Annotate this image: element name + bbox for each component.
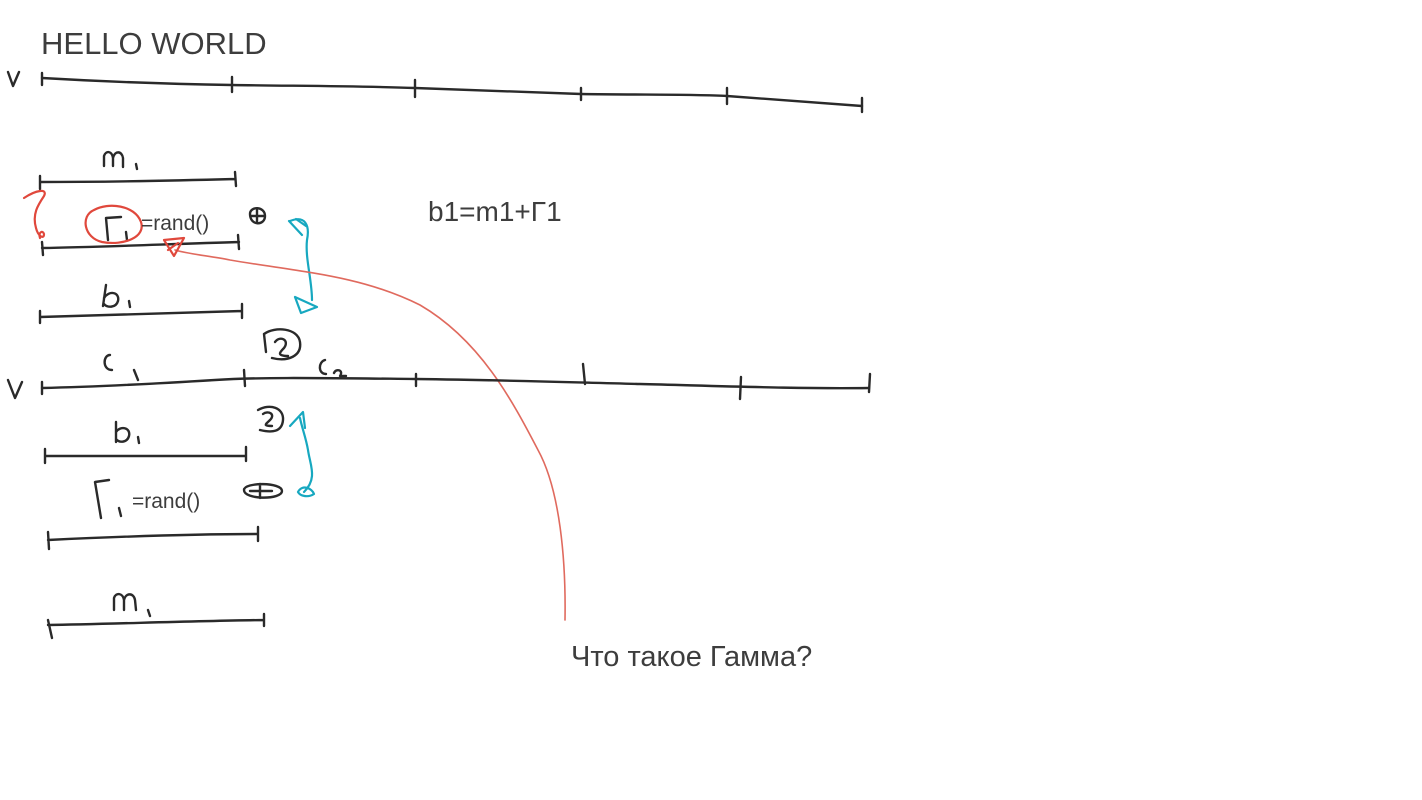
rand-label-upper: =rand()	[141, 212, 210, 235]
handwritten-c2	[318, 358, 348, 378]
red-hook-annotation	[22, 189, 46, 240]
segment-gamma1-lower	[46, 478, 260, 551]
middle-v-mark	[6, 378, 24, 400]
cyan-arrow-lower	[288, 410, 316, 498]
handwritten-m1	[102, 150, 139, 171]
handwritten-b1-lower	[114, 420, 141, 445]
middle-timeline	[6, 353, 872, 401]
handwritten-m1-lower	[112, 592, 152, 618]
top-timeline	[6, 70, 864, 114]
boxed-two-lower	[256, 405, 285, 433]
handwritten-b1-upper	[101, 283, 132, 309]
segment-gamma1	[40, 204, 267, 257]
red-connector-line	[174, 249, 566, 621]
page-title: HELLO WORLD	[41, 26, 267, 61]
segment-m1-lower	[46, 592, 266, 640]
rand-label-lower: =rand()	[132, 490, 201, 513]
question-label: Что такое Гамма?	[571, 641, 813, 673]
segment-b1-lower	[43, 420, 248, 465]
middle-timeline-ticks	[40, 362, 872, 401]
top-v-mark	[6, 70, 21, 88]
top-timeline-ticks	[40, 71, 864, 114]
segment-m1	[38, 150, 238, 191]
plus-circle-icon-2	[242, 482, 284, 500]
handwritten-c1	[103, 353, 114, 372]
red-circle-annotation	[84, 204, 143, 245]
plus-circle-icon-1	[248, 207, 267, 225]
formula-label: b1=m1+Γ1	[428, 196, 562, 227]
boxed-two-upper	[262, 328, 302, 361]
segment-b1-upper	[38, 283, 244, 325]
handwritten-gamma1-lower	[93, 478, 123, 520]
handwritten-gamma1	[104, 215, 129, 242]
red-arrowhead	[162, 236, 186, 258]
cyan-arrow-upper	[287, 217, 319, 315]
